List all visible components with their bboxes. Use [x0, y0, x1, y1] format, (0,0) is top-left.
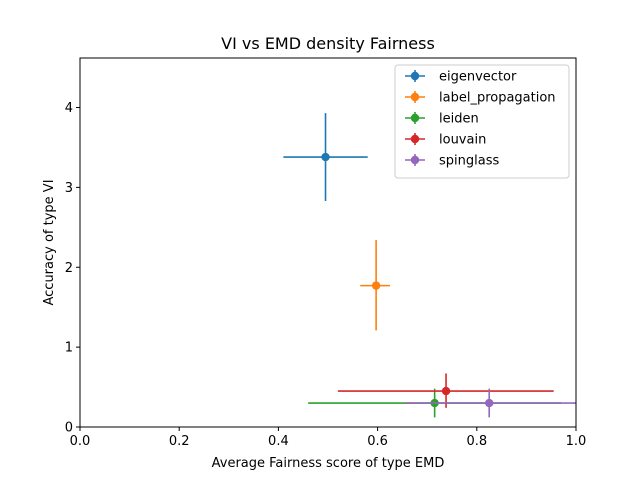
legend-box — [394, 64, 570, 179]
data-point — [441, 386, 451, 396]
data-point — [485, 398, 494, 408]
chart-title: VI vs EMD density Fairness — [221, 34, 435, 53]
y-axis-label: Accuracy of type VI — [42, 179, 57, 305]
series-louvain — [337, 373, 554, 408]
legend-label: spinglass — [439, 154, 499, 169]
x-tick-label: 0.6 — [367, 434, 388, 449]
x-tick-label: 0.4 — [268, 434, 289, 449]
legend-label: louvain — [439, 133, 486, 148]
y-tick-label: 0 — [65, 421, 73, 436]
legend-item-spinglass: spinglass — [405, 154, 499, 169]
series-eigenvector — [283, 113, 368, 201]
y-tick-label: 3 — [65, 181, 73, 196]
legend-marker-icon — [410, 134, 420, 144]
legend-item-eigenvector: eigenvector — [405, 70, 517, 85]
legend-marker-icon — [410, 92, 420, 102]
x-tick-label: 0.2 — [169, 434, 190, 449]
legend-label: leiden — [439, 112, 479, 127]
legend-item-louvain: louvain — [405, 133, 486, 148]
legend-label: label_propagation — [439, 91, 556, 106]
legend-marker-icon — [410, 155, 420, 165]
x-tick-label: 0.8 — [466, 434, 487, 449]
y-tick-label: 1 — [65, 341, 73, 356]
legend-item-label_propagation: label_propagation — [405, 91, 556, 106]
x-tick-label: 0.0 — [70, 434, 91, 449]
legend-marker-icon — [410, 113, 420, 123]
series-spinglass — [404, 388, 576, 418]
plot-frame — [79, 57, 577, 428]
data-point — [321, 152, 330, 162]
series-label_propagation — [360, 240, 390, 331]
x-axis-label: Average Fairness score of type EMD — [212, 456, 445, 471]
legend-marker-icon — [410, 71, 420, 81]
y-tick-label: 2 — [65, 261, 73, 276]
y-tick-label: 4 — [65, 101, 73, 116]
legend-label: eigenvector — [439, 70, 517, 85]
legend-item-leiden: leiden — [405, 112, 479, 127]
data-point — [371, 281, 381, 290]
x-tick-label: 1.0 — [566, 434, 587, 449]
